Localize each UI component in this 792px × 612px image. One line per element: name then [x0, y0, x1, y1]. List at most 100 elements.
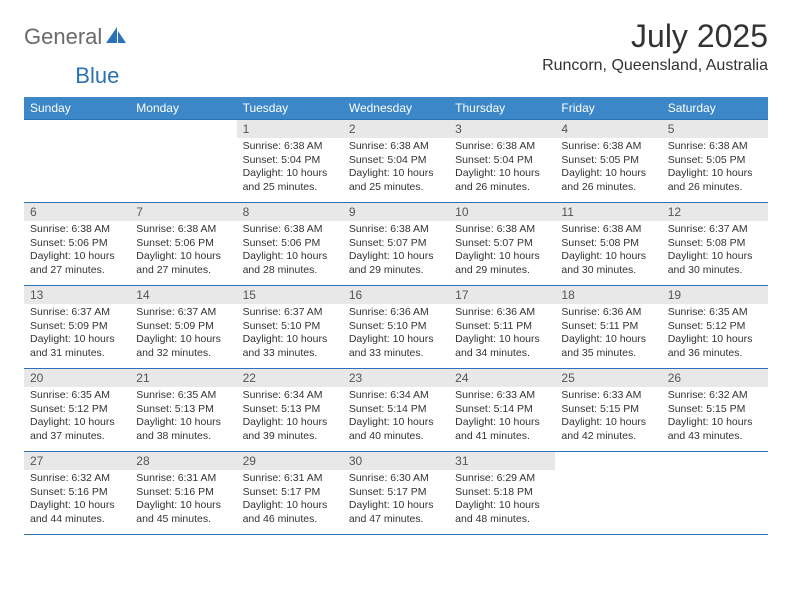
- sunset-line: Sunset: 5:17 PM: [243, 486, 337, 500]
- day-header: Wednesday: [343, 97, 449, 119]
- cell-body: Sunrise: 6:38 AMSunset: 5:06 PMDaylight:…: [24, 221, 130, 282]
- date-number: 30: [343, 452, 449, 470]
- daylight-line: Daylight: 10 hours and 37 minutes.: [30, 416, 124, 443]
- sunset-line: Sunset: 5:15 PM: [561, 403, 655, 417]
- daylight-line: Daylight: 10 hours and 46 minutes.: [243, 499, 337, 526]
- daylight-line: Daylight: 10 hours and 38 minutes.: [136, 416, 230, 443]
- day-header: Saturday: [662, 97, 768, 119]
- week-row: 13Sunrise: 6:37 AMSunset: 5:09 PMDayligh…: [24, 285, 768, 368]
- date-number: 6: [24, 203, 130, 221]
- calendar-cell: .: [130, 120, 236, 202]
- calendar-cell: 2Sunrise: 6:38 AMSunset: 5:04 PMDaylight…: [343, 120, 449, 202]
- date-number: 7: [130, 203, 236, 221]
- week-row: 20Sunrise: 6:35 AMSunset: 5:12 PMDayligh…: [24, 368, 768, 451]
- sunrise-line: Sunrise: 6:34 AM: [349, 389, 443, 403]
- daylight-line: Daylight: 10 hours and 27 minutes.: [30, 250, 124, 277]
- sunrise-line: Sunrise: 6:38 AM: [561, 140, 655, 154]
- daylight-line: Daylight: 10 hours and 29 minutes.: [349, 250, 443, 277]
- sunset-line: Sunset: 5:10 PM: [243, 320, 337, 334]
- daylight-line: Daylight: 10 hours and 36 minutes.: [668, 333, 762, 360]
- date-number: 21: [130, 369, 236, 387]
- daylight-line: Daylight: 10 hours and 47 minutes.: [349, 499, 443, 526]
- daylight-line: Daylight: 10 hours and 26 minutes.: [668, 167, 762, 194]
- calendar-cell: 28Sunrise: 6:31 AMSunset: 5:16 PMDayligh…: [130, 452, 236, 534]
- daylight-line: Daylight: 10 hours and 33 minutes.: [349, 333, 443, 360]
- date-number: 8: [237, 203, 343, 221]
- daylight-line: Daylight: 10 hours and 35 minutes.: [561, 333, 655, 360]
- sunrise-line: Sunrise: 6:38 AM: [349, 140, 443, 154]
- logo-text-blue: Blue: [75, 63, 119, 89]
- sunset-line: Sunset: 5:16 PM: [30, 486, 124, 500]
- daylight-line: Daylight: 10 hours and 41 minutes.: [455, 416, 549, 443]
- cell-body: Sunrise: 6:38 AMSunset: 5:04 PMDaylight:…: [343, 138, 449, 199]
- daylight-line: Daylight: 10 hours and 25 minutes.: [243, 167, 337, 194]
- date-number: 29: [237, 452, 343, 470]
- sunset-line: Sunset: 5:05 PM: [668, 154, 762, 168]
- cell-body: Sunrise: 6:38 AMSunset: 5:07 PMDaylight:…: [343, 221, 449, 282]
- daylight-line: Daylight: 10 hours and 48 minutes.: [455, 499, 549, 526]
- date-number: 11: [555, 203, 661, 221]
- cell-body: Sunrise: 6:37 AMSunset: 5:10 PMDaylight:…: [237, 304, 343, 365]
- sunset-line: Sunset: 5:04 PM: [455, 154, 549, 168]
- sunset-line: Sunset: 5:13 PM: [243, 403, 337, 417]
- cell-body: Sunrise: 6:32 AMSunset: 5:15 PMDaylight:…: [662, 387, 768, 448]
- cell-body: Sunrise: 6:35 AMSunset: 5:12 PMDaylight:…: [24, 387, 130, 448]
- date-number: 1: [237, 120, 343, 138]
- daylight-line: Daylight: 10 hours and 32 minutes.: [136, 333, 230, 360]
- day-header: Sunday: [24, 97, 130, 119]
- sunrise-line: Sunrise: 6:38 AM: [243, 223, 337, 237]
- day-header: Tuesday: [237, 97, 343, 119]
- sunrise-line: Sunrise: 6:30 AM: [349, 472, 443, 486]
- calendar-cell: 14Sunrise: 6:37 AMSunset: 5:09 PMDayligh…: [130, 286, 236, 368]
- sunset-line: Sunset: 5:05 PM: [561, 154, 655, 168]
- sunset-line: Sunset: 5:14 PM: [455, 403, 549, 417]
- calendar-cell: 6Sunrise: 6:38 AMSunset: 5:06 PMDaylight…: [24, 203, 130, 285]
- sunset-line: Sunset: 5:13 PM: [136, 403, 230, 417]
- daylight-line: Daylight: 10 hours and 27 minutes.: [136, 250, 230, 277]
- sunset-line: Sunset: 5:15 PM: [668, 403, 762, 417]
- sunrise-line: Sunrise: 6:32 AM: [30, 472, 124, 486]
- calendar-cell: 25Sunrise: 6:33 AMSunset: 5:15 PMDayligh…: [555, 369, 661, 451]
- daylight-line: Daylight: 10 hours and 31 minutes.: [30, 333, 124, 360]
- calendar-cell: 10Sunrise: 6:38 AMSunset: 5:07 PMDayligh…: [449, 203, 555, 285]
- sunset-line: Sunset: 5:16 PM: [136, 486, 230, 500]
- week-row: 6Sunrise: 6:38 AMSunset: 5:06 PMDaylight…: [24, 202, 768, 285]
- calendar-cell: 23Sunrise: 6:34 AMSunset: 5:14 PMDayligh…: [343, 369, 449, 451]
- calendar-cell: 11Sunrise: 6:38 AMSunset: 5:08 PMDayligh…: [555, 203, 661, 285]
- daylight-line: Daylight: 10 hours and 30 minutes.: [561, 250, 655, 277]
- calendar-cell: 16Sunrise: 6:36 AMSunset: 5:10 PMDayligh…: [343, 286, 449, 368]
- daylight-line: Daylight: 10 hours and 44 minutes.: [30, 499, 124, 526]
- week-row: 27Sunrise: 6:32 AMSunset: 5:16 PMDayligh…: [24, 451, 768, 535]
- day-header: Friday: [555, 97, 661, 119]
- logo-sail-icon: [105, 26, 127, 49]
- date-number: 3: [449, 120, 555, 138]
- sunset-line: Sunset: 5:08 PM: [561, 237, 655, 251]
- cell-body: Sunrise: 6:30 AMSunset: 5:17 PMDaylight:…: [343, 470, 449, 531]
- cell-body: Sunrise: 6:38 AMSunset: 5:04 PMDaylight:…: [237, 138, 343, 199]
- date-number: 15: [237, 286, 343, 304]
- sunrise-line: Sunrise: 6:37 AM: [668, 223, 762, 237]
- sunrise-line: Sunrise: 6:35 AM: [136, 389, 230, 403]
- calendar-cell: 20Sunrise: 6:35 AMSunset: 5:12 PMDayligh…: [24, 369, 130, 451]
- calendar-cell: 12Sunrise: 6:37 AMSunset: 5:08 PMDayligh…: [662, 203, 768, 285]
- sunset-line: Sunset: 5:11 PM: [561, 320, 655, 334]
- sunset-line: Sunset: 5:04 PM: [243, 154, 337, 168]
- sunrise-line: Sunrise: 6:31 AM: [136, 472, 230, 486]
- daylight-line: Daylight: 10 hours and 26 minutes.: [455, 167, 549, 194]
- calendar-cell: 5Sunrise: 6:38 AMSunset: 5:05 PMDaylight…: [662, 120, 768, 202]
- daylight-line: Daylight: 10 hours and 25 minutes.: [349, 167, 443, 194]
- day-header-row: SundayMondayTuesdayWednesdayThursdayFrid…: [24, 97, 768, 119]
- sunrise-line: Sunrise: 6:38 AM: [455, 223, 549, 237]
- cell-body: Sunrise: 6:33 AMSunset: 5:15 PMDaylight:…: [555, 387, 661, 448]
- sunrise-line: Sunrise: 6:29 AM: [455, 472, 549, 486]
- sunset-line: Sunset: 5:09 PM: [30, 320, 124, 334]
- daylight-line: Daylight: 10 hours and 29 minutes.: [455, 250, 549, 277]
- logo-text-general: General: [24, 24, 102, 50]
- daylight-line: Daylight: 10 hours and 40 minutes.: [349, 416, 443, 443]
- cell-body: Sunrise: 6:35 AMSunset: 5:13 PMDaylight:…: [130, 387, 236, 448]
- calendar-cell: 17Sunrise: 6:36 AMSunset: 5:11 PMDayligh…: [449, 286, 555, 368]
- date-number: 18: [555, 286, 661, 304]
- cell-body: Sunrise: 6:37 AMSunset: 5:09 PMDaylight:…: [130, 304, 236, 365]
- calendar-cell: 24Sunrise: 6:33 AMSunset: 5:14 PMDayligh…: [449, 369, 555, 451]
- daylight-line: Daylight: 10 hours and 45 minutes.: [136, 499, 230, 526]
